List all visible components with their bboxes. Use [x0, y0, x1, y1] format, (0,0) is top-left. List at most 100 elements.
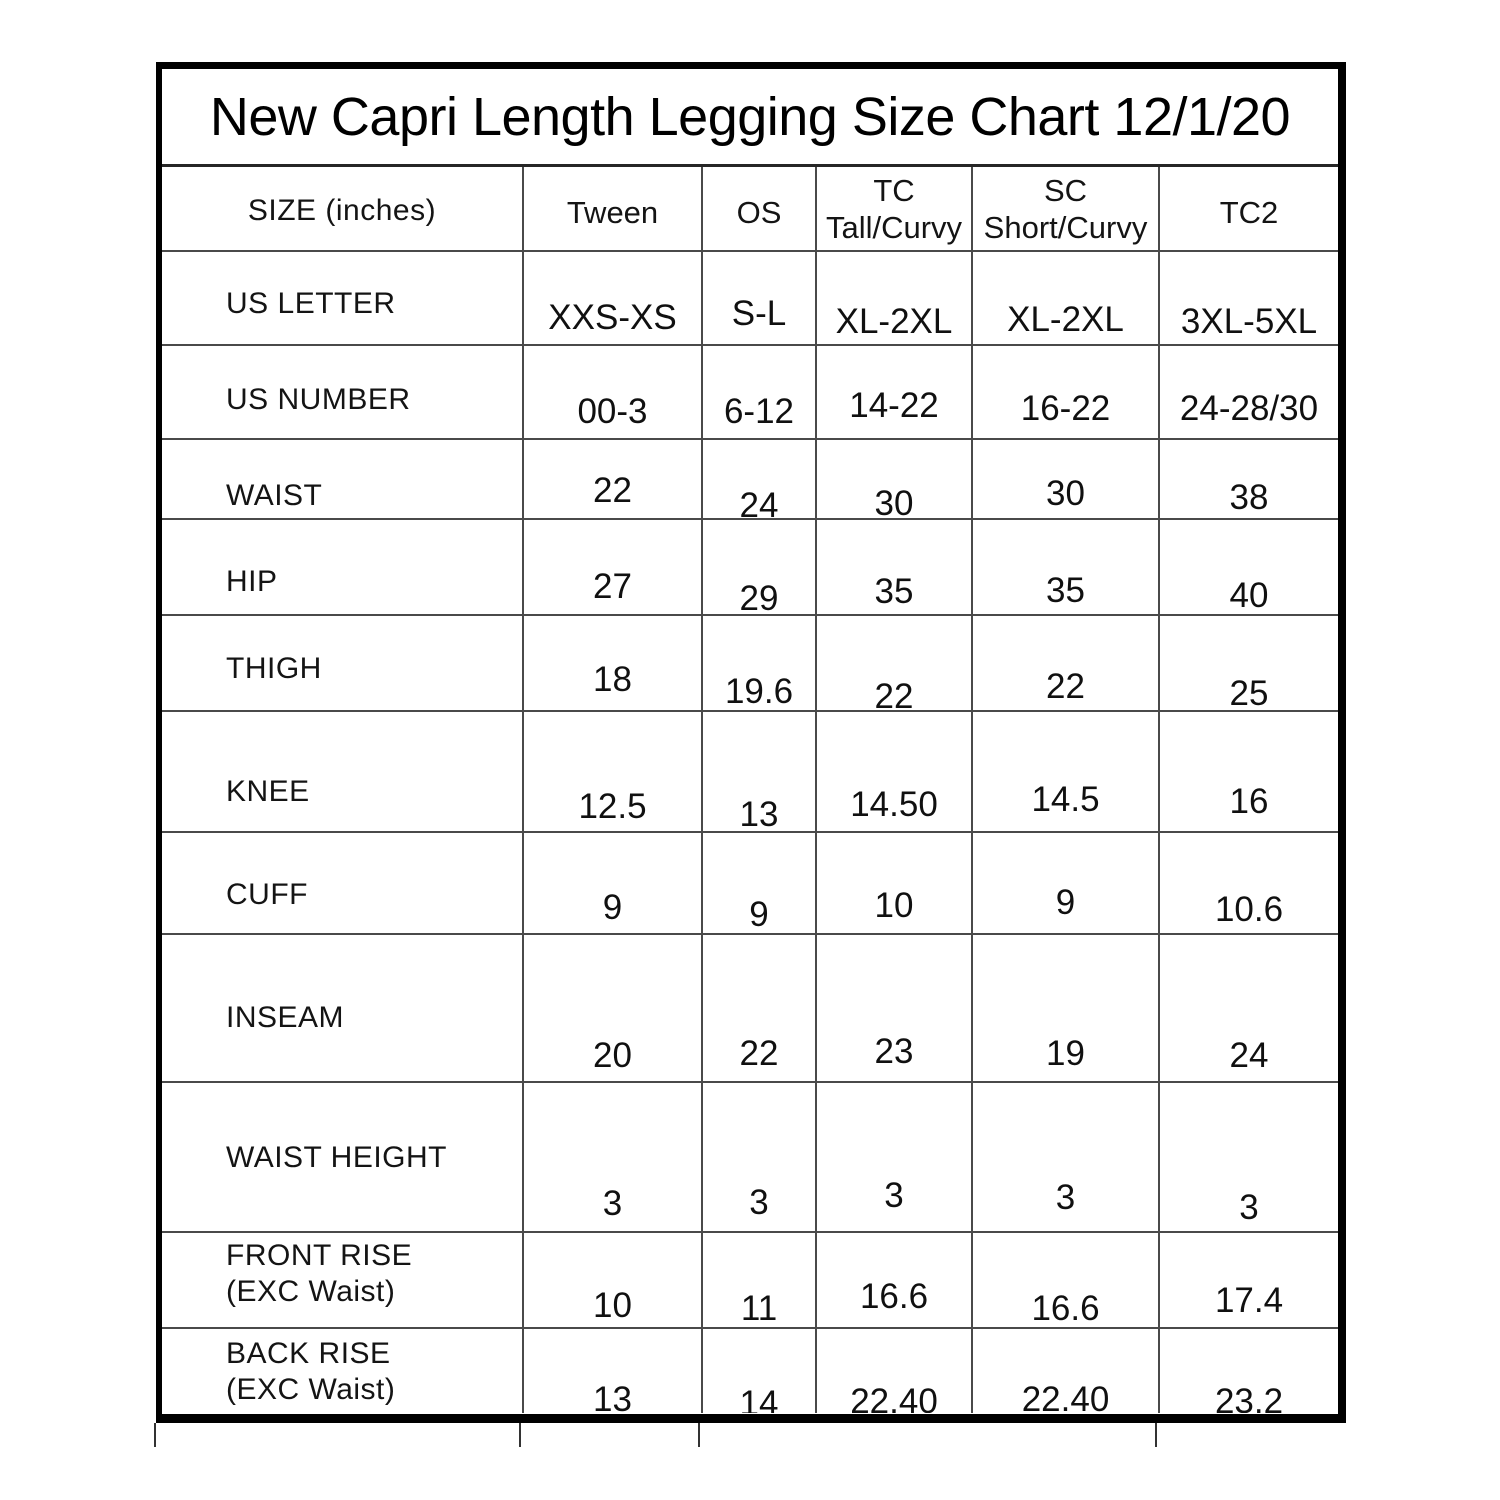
header-tc: TC Tall/Curvy [817, 167, 973, 250]
cell-value: 14.50 [850, 785, 938, 824]
table-cell: 22 [973, 616, 1160, 710]
cell-value: 19 [1046, 1034, 1085, 1073]
cell-value: 23.2 [1214, 1382, 1284, 1413]
row-label-cell: WAIST HEIGHT [162, 1083, 524, 1231]
table-cell: 24 [703, 440, 817, 518]
cell-value: 23 [874, 1032, 914, 1071]
cell-value: 22 [593, 471, 632, 510]
table-cell: 29 [703, 520, 817, 614]
header-tween: Tween [524, 167, 703, 250]
table-cell: 22.40 [973, 1329, 1160, 1413]
cell-value: 24-28/30 [1179, 389, 1319, 428]
header-line: SC [1043, 173, 1088, 208]
cell-value: 3 [602, 1184, 623, 1223]
cell-value: 14 [739, 1384, 779, 1413]
cell-value: 22.40 [1021, 1380, 1110, 1413]
table-cell: 3 [973, 1083, 1160, 1231]
cell-value: 3XL-5XL [1180, 302, 1318, 341]
header-label: TC2 [1219, 195, 1279, 230]
table-cell: 25 [1160, 616, 1338, 710]
table-cell: XXS-XS [524, 252, 703, 344]
column-tick [1155, 1423, 1157, 1447]
table-row: US LETTER XXS-XS S-L XL-2XL XL-2XL 3XL-5… [162, 252, 1338, 346]
header-os: OS [703, 167, 817, 250]
row-label: BACK RISE (EXC Waist) [226, 1336, 395, 1408]
table-cell: 40 [1160, 520, 1338, 614]
table-cell: 23.2 [1160, 1329, 1338, 1413]
row-label-cell: FRONT RISE (EXC Waist) [162, 1233, 524, 1327]
cell-value: 13 [593, 1380, 632, 1413]
title-row: New Capri Length Legging Size Chart 12/1… [162, 69, 1338, 167]
table-cell: 22.40 [817, 1329, 973, 1413]
label-subline: (EXC Waist) [226, 1373, 396, 1406]
table-cell: 16.6 [973, 1233, 1160, 1327]
table-cell: 00-3 [524, 346, 703, 438]
cell-value: 18 [593, 660, 632, 699]
cell-value: 24 [1229, 1036, 1269, 1075]
table-cell: 10 [817, 833, 973, 933]
table-cell: 3 [817, 1083, 973, 1231]
cell-value: 22 [739, 1034, 779, 1073]
cell-value: 9 [749, 895, 769, 933]
cell-value: XL-2XL [835, 302, 953, 341]
table-cell: 19 [973, 935, 1160, 1081]
cell-value: 22.40 [850, 1382, 938, 1413]
cell-value: 9 [602, 888, 623, 927]
row-label: WAIST [226, 479, 323, 512]
table-cell: 22 [817, 616, 973, 710]
table-cell: 10 [524, 1233, 703, 1327]
table-cell: 9 [524, 833, 703, 933]
row-label-cell: CUFF [162, 833, 524, 933]
label-subline: (EXC Waist) [226, 1275, 396, 1308]
table-cell: XL-2XL [817, 252, 973, 344]
header-line: TC [873, 173, 915, 208]
column-tick [154, 1423, 156, 1447]
cell-value: 35 [874, 572, 914, 611]
header-sc: SC Short/Curvy [973, 167, 1160, 250]
cell-value: 19.6 [724, 672, 794, 710]
row-label-cell: HIP [162, 520, 524, 614]
table-cell: 3 [1160, 1083, 1338, 1231]
column-tick [519, 1423, 521, 1447]
cell-value: 30 [874, 484, 914, 518]
table-cell: 14.50 [817, 712, 973, 831]
table-cell: 23 [817, 935, 973, 1081]
label-line: BACK RISE [226, 1337, 391, 1370]
table-cell: 22 [703, 935, 817, 1081]
cell-value: 20 [593, 1036, 632, 1075]
table-cell: 24 [1160, 935, 1338, 1081]
cell-value: S-L [731, 294, 787, 333]
header-label: SIZE (inches) [247, 194, 437, 227]
header-label: Tween [566, 195, 659, 230]
cell-value: 3 [749, 1183, 769, 1222]
cell-value: 16.6 [859, 1277, 929, 1316]
header-subline: Tall/Curvy [825, 210, 963, 245]
row-label-cell: US LETTER [162, 252, 524, 344]
label-line: FRONT RISE [226, 1239, 413, 1272]
row-label-cell: INSEAM [162, 935, 524, 1081]
cell-value: 16.6 [1031, 1289, 1100, 1327]
table-row: BACK RISE (EXC Waist) 13 14 22.40 22.40 2… [162, 1329, 1338, 1413]
table-cell: 14.5 [973, 712, 1160, 831]
cell-value: 30 [1046, 474, 1085, 513]
cell-value: 14.5 [1031, 780, 1100, 819]
cell-value: 13 [739, 795, 779, 831]
row-label-cell: THIGH [162, 616, 524, 710]
table-row: FRONT RISE (EXC Waist) 10 11 16.6 16.6 17… [162, 1233, 1338, 1329]
row-label: CUFF [226, 878, 308, 911]
table-cell: 10.6 [1160, 833, 1338, 933]
header-label: OS [736, 195, 782, 230]
table-row: WAIST 22 24 30 30 38 [162, 440, 1338, 520]
cell-value: 35 [1046, 571, 1085, 610]
row-label-cell: BACK RISE (EXC Waist) [162, 1329, 524, 1413]
row-label: INSEAM [226, 1001, 345, 1034]
table-row: THIGH 18 19.6 22 22 25 [162, 616, 1338, 712]
table-cell: 20 [524, 935, 703, 1081]
cell-value: 6-12 [723, 392, 795, 431]
cell-value: 3 [1239, 1188, 1259, 1227]
table-cell: 38 [1160, 440, 1338, 518]
table-cell: 27 [524, 520, 703, 614]
table-cell: 3 [524, 1083, 703, 1231]
table-cell: 16 [1160, 712, 1338, 831]
